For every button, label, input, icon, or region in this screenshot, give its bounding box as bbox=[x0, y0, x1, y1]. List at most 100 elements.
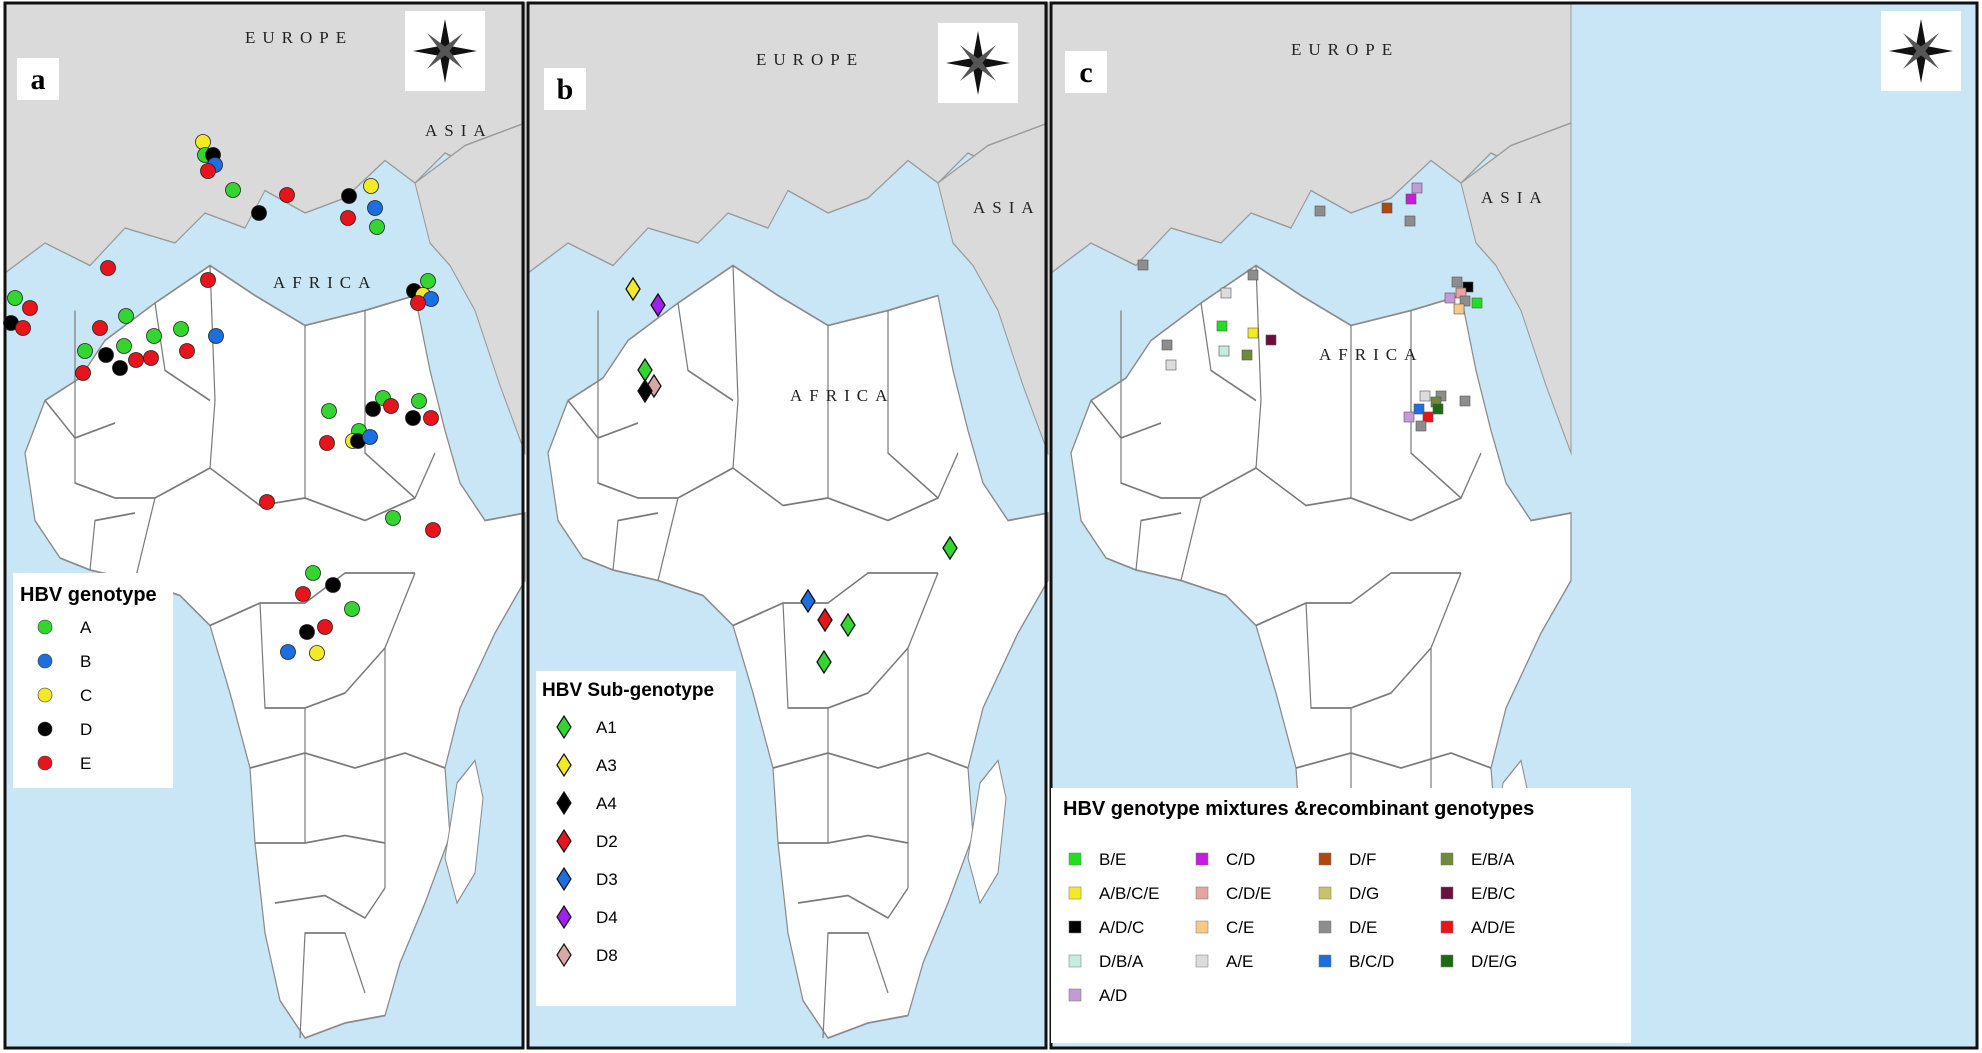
region-asia-a: ASIA bbox=[425, 121, 493, 140]
legend-b-label: A1 bbox=[596, 718, 617, 737]
legend-c-label: B/C/D bbox=[1349, 952, 1394, 971]
panel-b-frame bbox=[526, 1, 1048, 1050]
legend-c-swatch bbox=[1195, 954, 1209, 968]
mixture-markers bbox=[1137, 182, 1483, 432]
genotype-marker bbox=[195, 134, 211, 150]
mixture-marker bbox=[1247, 327, 1259, 339]
legend-c-label: A/D/C bbox=[1099, 918, 1144, 937]
genotype-marker bbox=[362, 429, 378, 445]
genotype-marker bbox=[325, 577, 341, 593]
legend-c-label: E/B/C bbox=[1471, 884, 1515, 903]
legend-c-label: D/E/G bbox=[1471, 952, 1517, 971]
legend-b-label: D3 bbox=[596, 870, 618, 889]
legend-c-swatch bbox=[1195, 920, 1209, 934]
panel-c-frame bbox=[1049, 1, 1979, 1050]
legend-b-title: HBV Sub-genotype bbox=[542, 680, 714, 701]
subgenotype-marker bbox=[942, 535, 958, 561]
subgenotype-marker bbox=[817, 607, 833, 633]
legend-b-swatch bbox=[556, 828, 572, 854]
genotype-marker bbox=[405, 410, 421, 426]
mixture-marker bbox=[1216, 320, 1228, 332]
legend-c-swatch bbox=[1440, 954, 1454, 968]
mixture-marker bbox=[1137, 259, 1149, 271]
mixture-marker bbox=[1381, 202, 1393, 214]
mixture-marker bbox=[1241, 349, 1253, 361]
legend-a-swatch bbox=[37, 755, 53, 771]
genotype-marker bbox=[251, 205, 267, 221]
genotype-marker bbox=[75, 365, 91, 381]
legend-c: HBV genotype mixtures &recombinant genot… bbox=[1051, 788, 1631, 1043]
legend-c-label: D/G bbox=[1349, 884, 1379, 903]
compass-rose-icon bbox=[1881, 11, 1961, 91]
genotype-marker bbox=[200, 163, 216, 179]
subgenotype-marker bbox=[840, 612, 856, 638]
region-asia-c: ASIA bbox=[1481, 188, 1549, 207]
legend-c-swatch bbox=[1068, 886, 1082, 900]
legend-b-swatch bbox=[556, 714, 572, 740]
genotype-marker bbox=[425, 522, 441, 538]
panel-b: b EUROPE ASIA AFRICA HBV Sub-genotype A1… bbox=[526, 1, 1049, 1050]
genotype-marker bbox=[173, 321, 189, 337]
panel-a-letter-box bbox=[17, 58, 59, 100]
genotype-marker bbox=[363, 178, 379, 194]
legend-c-swatch bbox=[1068, 988, 1082, 1002]
mixture-marker bbox=[1459, 295, 1471, 307]
legend-c-swatch bbox=[1068, 954, 1082, 968]
mixture-marker bbox=[1462, 281, 1474, 293]
genotype-marker bbox=[365, 401, 381, 417]
genotype-markers bbox=[3, 134, 441, 661]
legend-a-swatch bbox=[37, 653, 53, 669]
legend-c-swatch bbox=[1440, 886, 1454, 900]
legend-c-label: A/D bbox=[1099, 986, 1127, 1005]
genotype-marker bbox=[385, 510, 401, 526]
genotype-marker bbox=[143, 350, 159, 366]
mixture-marker bbox=[1413, 403, 1425, 415]
genotype-marker bbox=[7, 290, 23, 306]
genotype-marker bbox=[128, 352, 144, 368]
panel-b-letter-box bbox=[544, 68, 586, 110]
legend-c-label: A/B/C/E bbox=[1099, 884, 1159, 903]
genotype-marker bbox=[319, 435, 335, 451]
legend-a-title: HBV genotype bbox=[20, 584, 157, 606]
legend-c-label: A/E bbox=[1226, 952, 1253, 971]
mixture-marker bbox=[1405, 193, 1417, 205]
genotype-marker bbox=[321, 403, 337, 419]
genotype-marker bbox=[98, 347, 114, 363]
region-africa-c: AFRICA bbox=[1319, 345, 1423, 364]
legend-c-label: E/B/A bbox=[1471, 850, 1515, 869]
region-europe-c: EUROPE bbox=[1291, 40, 1399, 59]
genotype-marker bbox=[15, 320, 31, 336]
genotype-marker bbox=[383, 398, 399, 414]
legend-c-swatch bbox=[1195, 886, 1209, 900]
mixture-marker bbox=[1459, 395, 1471, 407]
legend-b: HBV Sub-genotype A1 A3 A4 D2 D3 D4 D8 bbox=[536, 671, 736, 1006]
legend-c-swatch bbox=[1440, 920, 1454, 934]
region-asia-b: ASIA bbox=[973, 198, 1041, 217]
mixture-marker bbox=[1411, 182, 1423, 194]
legend-c-swatch bbox=[1195, 852, 1209, 866]
mixture-marker bbox=[1404, 215, 1416, 227]
panel-a-frame bbox=[3, 1, 525, 1050]
mixture-marker bbox=[1444, 292, 1456, 304]
genotype-marker bbox=[341, 188, 357, 204]
legend-a-swatch bbox=[37, 721, 53, 737]
mixture-marker bbox=[1218, 345, 1230, 357]
legend-a-swatch bbox=[37, 687, 53, 703]
compass-rose-icon bbox=[938, 23, 1018, 103]
legend-c-label: C/D bbox=[1226, 850, 1255, 869]
legend-c-swatch bbox=[1318, 852, 1332, 866]
legend-a-label: E bbox=[80, 754, 91, 773]
region-europe-a: EUROPE bbox=[245, 28, 353, 47]
legend-c-title: HBV genotype mixtures &recombinant genot… bbox=[1063, 798, 1534, 820]
legend-a-label: B bbox=[80, 652, 91, 671]
genotype-marker bbox=[317, 619, 333, 635]
legend-b-label: D4 bbox=[596, 908, 618, 927]
legend-c-swatch bbox=[1068, 920, 1082, 934]
mixture-marker bbox=[1432, 403, 1444, 415]
legend-a-label: C bbox=[80, 686, 92, 705]
legend-c-label: A/D/E bbox=[1471, 918, 1515, 937]
legend-c-swatch bbox=[1440, 852, 1454, 866]
legend-c-label: C/D/E bbox=[1226, 884, 1271, 903]
genotype-marker bbox=[259, 494, 275, 510]
